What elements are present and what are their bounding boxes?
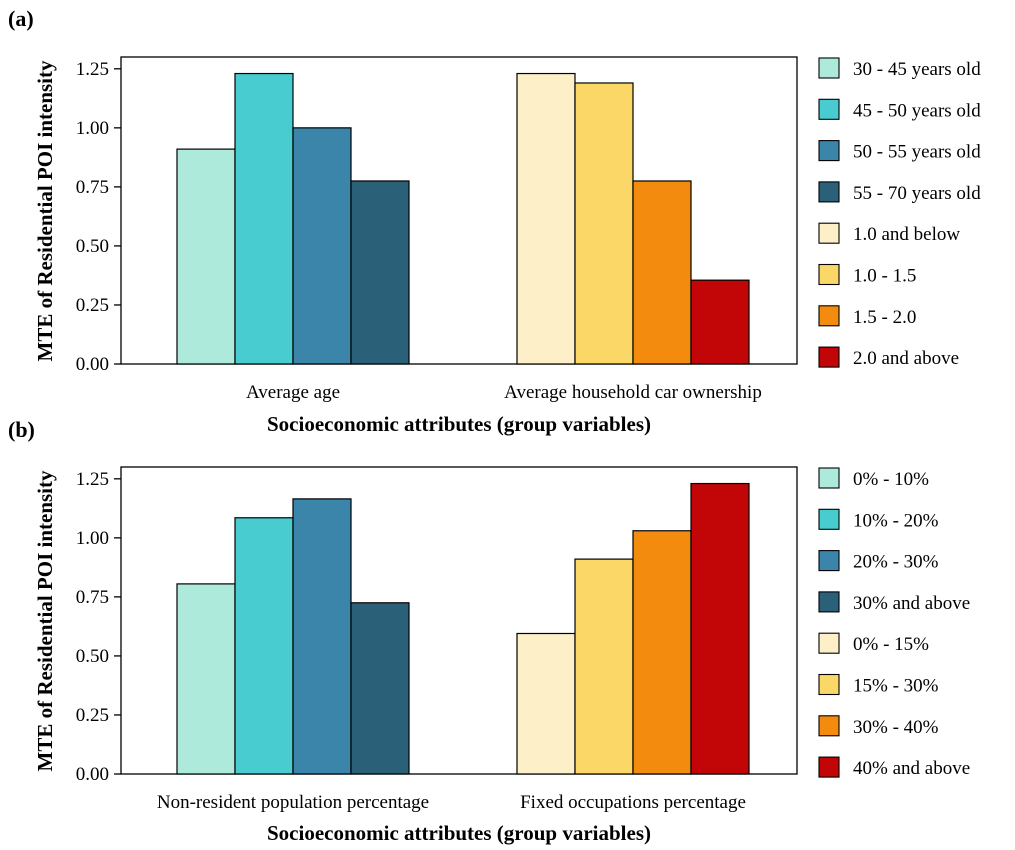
- legend: 30 - 45 years old 45 - 50 years old 50 - 5…: [818, 57, 981, 369]
- panel-label: (b): [8, 417, 35, 442]
- legend-label: 2.0 and above: [853, 348, 959, 369]
- bar: [632, 180, 692, 365]
- legend-swatch: [818, 550, 840, 572]
- legend-swatch: [818, 57, 840, 79]
- x-axis-title: Socioeconomic attributes (group variable…: [267, 412, 651, 436]
- plot-area-frame: [120, 466, 798, 775]
- y-tick-label: 0.00: [76, 354, 109, 375]
- legend-swatch: [818, 263, 840, 286]
- bar: [690, 279, 750, 365]
- y-tick-label: 1.25: [76, 59, 109, 80]
- plot-area-frame: [120, 56, 798, 365]
- bar: [350, 602, 410, 775]
- panel-label: (a): [8, 6, 34, 31]
- legend-swatch: [818, 467, 840, 489]
- y-tick-label: 0.50: [76, 646, 109, 667]
- legend-label: 40% and above: [853, 758, 970, 779]
- bar: [234, 72, 294, 365]
- legend-swatch: [818, 181, 840, 203]
- legend-label: 1.0 - 1.5: [853, 266, 916, 287]
- legend-swatch: [818, 508, 840, 530]
- legend-swatch: [818, 591, 840, 613]
- x-category-label: Non-resident population percentage: [157, 792, 429, 813]
- legend-swatch: [818, 346, 840, 368]
- legend-label: 30 - 45 years old: [853, 59, 981, 80]
- legend-label: 10% - 20%: [853, 510, 939, 531]
- y-tick-label: 0.25: [76, 295, 109, 316]
- bar: [516, 632, 576, 775]
- bar: [292, 127, 352, 365]
- y-tick-label: 0.75: [76, 587, 109, 608]
- x-category-label: Average age: [246, 382, 340, 403]
- legend-swatch: [818, 222, 840, 244]
- bar: [574, 558, 634, 775]
- y-axis-title: MTE of Residential POI intensity: [33, 470, 57, 772]
- legend-swatch: [818, 305, 840, 327]
- y-tick-label: 1.00: [76, 528, 109, 549]
- bar: [176, 583, 236, 775]
- legend-label: 0% - 15%: [853, 634, 929, 655]
- legend-label: 1.5 - 2.0: [853, 307, 916, 328]
- legend-label: 20% - 30%: [853, 552, 939, 573]
- legend-swatch: [818, 98, 840, 120]
- legend-swatch: [818, 140, 840, 162]
- legend-label: 1.0 and below: [853, 224, 960, 245]
- x-category-label: Fixed occupations percentage: [520, 792, 746, 813]
- y-axis-title: MTE of Residential POI intensity: [33, 60, 57, 362]
- bar: [292, 498, 352, 775]
- legend-label: 30% - 40%: [853, 717, 939, 738]
- legend-label: 15% - 30%: [853, 676, 939, 697]
- y-tick-label: 1.25: [76, 469, 109, 490]
- bar: [574, 82, 634, 365]
- legend-label: 50 - 55 years old: [853, 142, 981, 163]
- chart-panel-a: (a) 0.00 0.25 0.50 0.75 1.00 1.25 Average age Av…: [8, 6, 981, 436]
- legend-swatch: [818, 756, 840, 778]
- bar: [176, 148, 236, 365]
- y-tick-label: 0.75: [76, 177, 109, 198]
- legend-label: 45 - 50 years old: [853, 100, 981, 121]
- y-tick-label: 0.50: [76, 236, 109, 257]
- y-tick-label: 0.25: [76, 705, 109, 726]
- bar: [690, 482, 750, 775]
- y-tick-label: 0.00: [76, 764, 109, 785]
- y-tick-label: 1.00: [76, 118, 109, 139]
- x-category-label: Average household car ownership: [504, 382, 762, 403]
- legend-label: 0% - 10%: [853, 469, 929, 490]
- bar: [632, 530, 692, 775]
- legend: 0% - 10% 10% - 20% 20% - 30% 30% and above 0…: [818, 467, 970, 779]
- bar: [234, 517, 294, 775]
- legend-swatch: [818, 673, 840, 696]
- legend-label: 55 - 70 years old: [853, 183, 981, 204]
- legend-swatch: [818, 632, 840, 654]
- legend-label: 30% and above: [853, 593, 970, 614]
- chart-panel-b: (b) 0.00 0.25 0.50 0.75 1.00 1.25 Non-resident …: [8, 417, 970, 845]
- bar: [516, 72, 576, 365]
- legend-swatch: [818, 715, 840, 737]
- x-axis-title: Socioeconomic attributes (group variable…: [267, 821, 651, 845]
- bar: [350, 180, 410, 365]
